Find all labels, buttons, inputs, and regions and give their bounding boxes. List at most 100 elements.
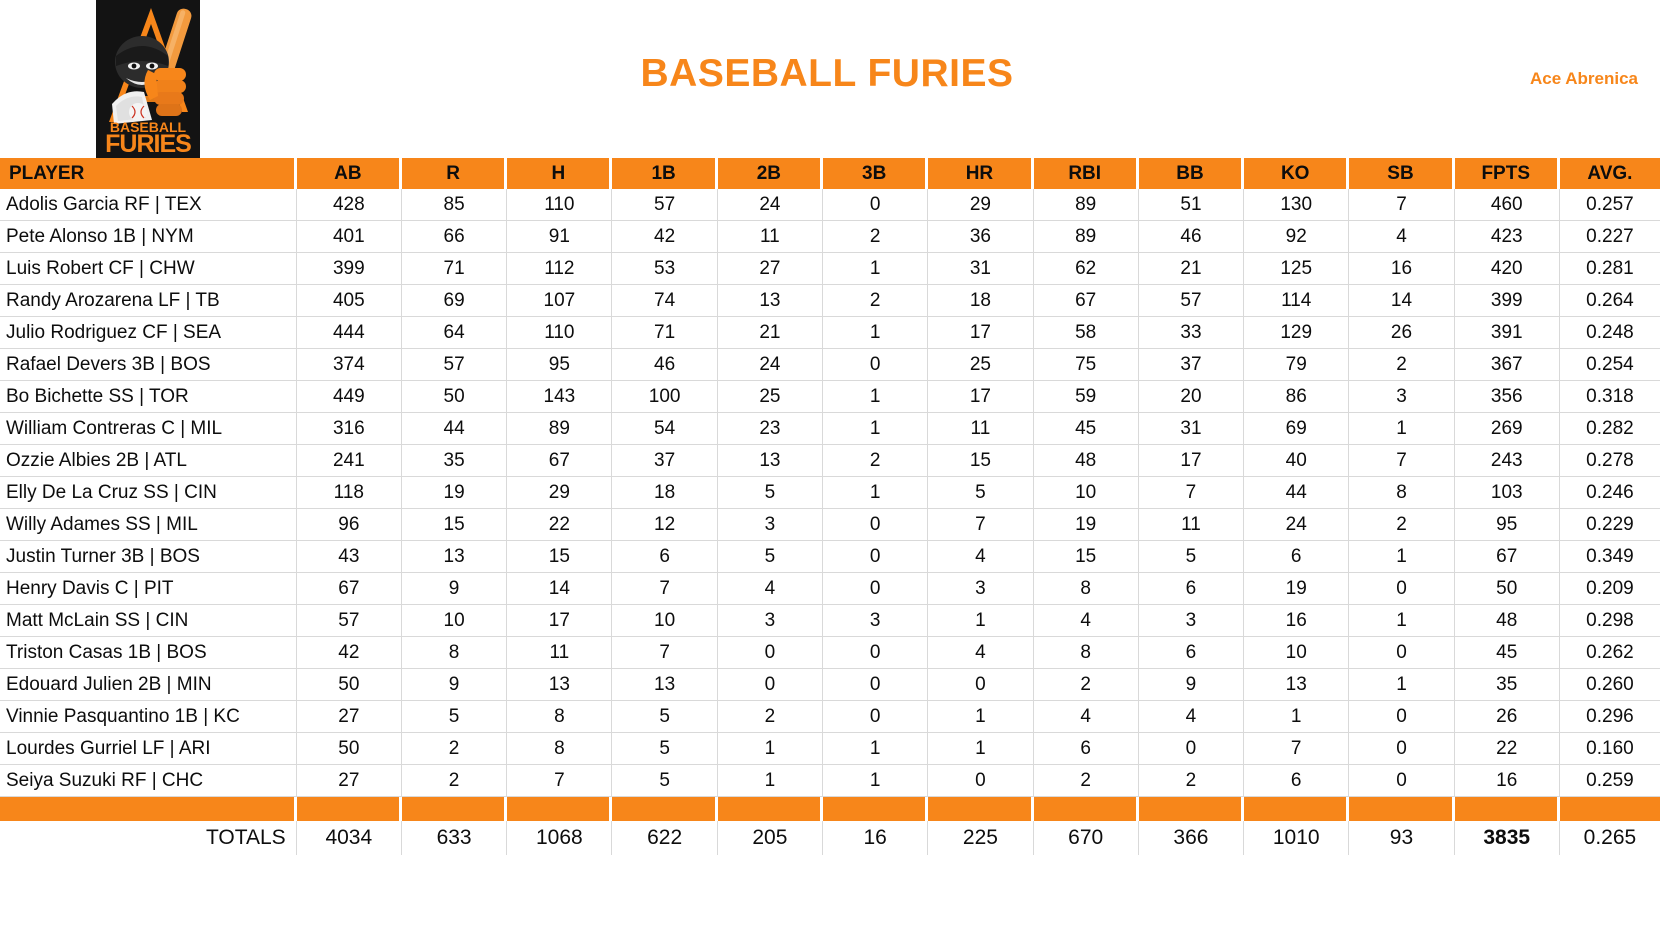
stat-cell-h: 107 bbox=[507, 285, 613, 317]
stat-cell-2b: 5 bbox=[717, 541, 824, 573]
stat-cell-3b: 1 bbox=[823, 765, 929, 797]
band-cell bbox=[401, 797, 508, 821]
table-row[interactable]: Lourdes Gurriel LF | ARI 50 2 8 5 1 1 1 6 0 7 0 22 0.… bbox=[0, 733, 1660, 765]
stat-cell-rbi: 4 bbox=[1033, 605, 1139, 637]
player-name-cell[interactable]: Adolis Garcia RF | TEX bbox=[0, 189, 297, 221]
player-name-cell[interactable]: Seiya Suzuki RF | CHC bbox=[0, 765, 297, 797]
table-row[interactable]: Bo Bichette SS | TOR 449 50 143 100 25 1 17 59 20… bbox=[0, 381, 1660, 413]
stat-cell-r: 8 bbox=[401, 637, 508, 669]
stat-cell-fpts: 367 bbox=[1454, 349, 1560, 381]
player-name-cell[interactable]: Julio Rodriguez CF | SEA bbox=[0, 317, 297, 349]
player-name-cell[interactable]: Triston Casas 1B | BOS bbox=[0, 637, 297, 669]
player-name-cell[interactable]: Randy Arozarena LF | TB bbox=[0, 285, 297, 317]
table-row[interactable]: Elly De La Cruz SS | CIN 118 19 29 18 5 1 5 10 7 4… bbox=[0, 477, 1660, 509]
column-header-sb[interactable]: SB bbox=[1349, 158, 1455, 189]
stat-cell-sb: 14 bbox=[1349, 285, 1455, 317]
stat-cell-avg: 0.349 bbox=[1559, 541, 1660, 573]
stat-cell-bb: 7 bbox=[1138, 477, 1245, 509]
table-row[interactable]: Willy Adames SS | MIL 96 15 22 12 3 0 7 19 11 24 2 9… bbox=[0, 509, 1660, 541]
stat-cell-h: 110 bbox=[507, 189, 613, 221]
player-name-cell[interactable]: Luis Robert CF | CHW bbox=[0, 253, 297, 285]
column-header-bb[interactable]: BB bbox=[1138, 158, 1245, 189]
table-row[interactable]: Rafael Devers 3B | BOS 374 57 95 46 24 0 25 75 37… bbox=[0, 349, 1660, 381]
table-row[interactable]: Ozzie Albies 2B | ATL 241 35 67 37 13 2 15 48 17 4… bbox=[0, 445, 1660, 477]
column-header-r[interactable]: R bbox=[401, 158, 508, 189]
stat-cell-ab: 118 bbox=[296, 477, 402, 509]
player-name-cell[interactable]: Edouard Julien 2B | MIN bbox=[0, 669, 297, 701]
stat-cell-sb: 4 bbox=[1349, 221, 1455, 253]
band-cell bbox=[928, 797, 1034, 821]
table-row[interactable]: Edouard Julien 2B | MIN 50 9 13 13 0 0 0 2 9 13 1 35… bbox=[0, 669, 1660, 701]
band-cell bbox=[507, 797, 613, 821]
stat-cell-3b: 0 bbox=[823, 701, 929, 733]
stat-cell-h: 112 bbox=[507, 253, 613, 285]
stat-cell-ab: 399 bbox=[296, 253, 402, 285]
stat-cell-3b: 0 bbox=[823, 349, 929, 381]
table-row[interactable]: Adolis Garcia RF | TEX 428 85 110 57 24 0 29 89 5… bbox=[0, 189, 1660, 221]
stat-cell-avg: 0.248 bbox=[1559, 317, 1660, 349]
stat-cell-r: 10 bbox=[401, 605, 508, 637]
stat-cell-r: 9 bbox=[401, 573, 508, 605]
stat-cell-3b: 2 bbox=[823, 445, 929, 477]
table-row[interactable]: Henry Davis C | PIT 67 9 14 7 4 0 3 8 6 19 0 50 0.209 bbox=[0, 573, 1660, 605]
totals-cell-sb: 93 bbox=[1349, 821, 1455, 855]
totals-cell-rbi: 670 bbox=[1033, 821, 1139, 855]
player-name-cell[interactable]: Elly De La Cruz SS | CIN bbox=[0, 477, 297, 509]
player-name-cell[interactable]: Pete Alonso 1B | NYM bbox=[0, 221, 297, 253]
column-header-ko[interactable]: KO bbox=[1244, 158, 1350, 189]
stat-cell-r: 15 bbox=[401, 509, 508, 541]
player-name-cell[interactable]: Vinnie Pasquantino 1B | KC bbox=[0, 701, 297, 733]
stat-cell-sb: 0 bbox=[1349, 765, 1455, 797]
stat-cell-hr: 31 bbox=[928, 253, 1034, 285]
column-header-player[interactable]: PLAYER bbox=[0, 158, 297, 189]
table-row[interactable]: Julio Rodriguez CF | SEA 444 64 110 71 21 1 17 5… bbox=[0, 317, 1660, 349]
stat-cell-2b: 13 bbox=[717, 285, 824, 317]
table-row[interactable]: Justin Turner 3B | BOS 43 13 15 6 5 0 4 15 5 6 1 67 0… bbox=[0, 541, 1660, 573]
stat-cell-sb: 2 bbox=[1349, 349, 1455, 381]
table-row[interactable]: William Contreras C | MIL 316 44 89 54 23 1 11 4… bbox=[0, 413, 1660, 445]
column-header-hr[interactable]: HR bbox=[928, 158, 1034, 189]
totals-cell-avg: 0.265 bbox=[1559, 821, 1660, 855]
player-name-cell[interactable]: Lourdes Gurriel LF | ARI bbox=[0, 733, 297, 765]
table-row[interactable]: Pete Alonso 1B | NYM 401 66 91 42 11 2 36 89 46 92… bbox=[0, 221, 1660, 253]
player-name-cell[interactable]: Ozzie Albies 2B | ATL bbox=[0, 445, 297, 477]
stat-cell-rbi: 89 bbox=[1033, 221, 1139, 253]
player-name-cell[interactable]: Bo Bichette SS | TOR bbox=[0, 381, 297, 413]
column-header-2b[interactable]: 2B bbox=[717, 158, 824, 189]
stat-cell-rbi: 59 bbox=[1033, 381, 1139, 413]
column-header-avg[interactable]: AVG. bbox=[1559, 158, 1660, 189]
player-name-cell[interactable]: Matt McLain SS | CIN bbox=[0, 605, 297, 637]
table-row[interactable]: Vinnie Pasquantino 1B | KC 27 5 8 5 2 0 1 4 4 1 0 26… bbox=[0, 701, 1660, 733]
stat-cell-rbi: 15 bbox=[1033, 541, 1139, 573]
totals-separator-band bbox=[0, 797, 1660, 821]
table-row[interactable]: Triston Casas 1B | BOS 42 8 11 7 0 0 4 8 6 10 0 45 0.… bbox=[0, 637, 1660, 669]
column-header-h[interactable]: H bbox=[507, 158, 613, 189]
stat-cell-r: 71 bbox=[401, 253, 508, 285]
stat-cell-r: 35 bbox=[401, 445, 508, 477]
column-header-3b[interactable]: 3B bbox=[823, 158, 929, 189]
player-name-cell[interactable]: William Contreras C | MIL bbox=[0, 413, 297, 445]
stat-cell-1b: 37 bbox=[612, 445, 718, 477]
column-header-fpts[interactable]: FPTS bbox=[1454, 158, 1560, 189]
column-header-1b[interactable]: 1B bbox=[612, 158, 718, 189]
stat-cell-rbi: 8 bbox=[1033, 573, 1139, 605]
column-header-ab[interactable]: AB bbox=[296, 158, 402, 189]
player-name-cell[interactable]: Willy Adames SS | MIL bbox=[0, 509, 297, 541]
table-row[interactable]: Luis Robert CF | CHW 399 71 112 53 27 1 31 62 21 1… bbox=[0, 253, 1660, 285]
player-name-cell[interactable]: Rafael Devers 3B | BOS bbox=[0, 349, 297, 381]
player-name-cell[interactable]: Justin Turner 3B | BOS bbox=[0, 541, 297, 573]
table-row[interactable]: Seiya Suzuki RF | CHC 27 2 7 5 1 1 0 2 2 6 0 16 0.259 bbox=[0, 765, 1660, 797]
stat-cell-avg: 0.278 bbox=[1559, 445, 1660, 477]
stat-cell-fpts: 423 bbox=[1454, 221, 1560, 253]
column-header-rbi[interactable]: RBI bbox=[1033, 158, 1139, 189]
stat-cell-2b: 25 bbox=[717, 381, 824, 413]
table-row[interactable]: Randy Arozarena LF | TB 405 69 107 74 13 2 18 67… bbox=[0, 285, 1660, 317]
stat-cell-h: 89 bbox=[507, 413, 613, 445]
table-row[interactable]: Matt McLain SS | CIN 57 10 17 10 3 3 1 4 3 16 1 48 0.… bbox=[0, 605, 1660, 637]
player-name-cell[interactable]: Henry Davis C | PIT bbox=[0, 573, 297, 605]
stat-cell-h: 110 bbox=[507, 317, 613, 349]
team-logo: BASEBALL FURIES bbox=[96, 0, 200, 158]
stat-cell-3b: 0 bbox=[823, 669, 929, 701]
stat-cell-ab: 57 bbox=[296, 605, 402, 637]
